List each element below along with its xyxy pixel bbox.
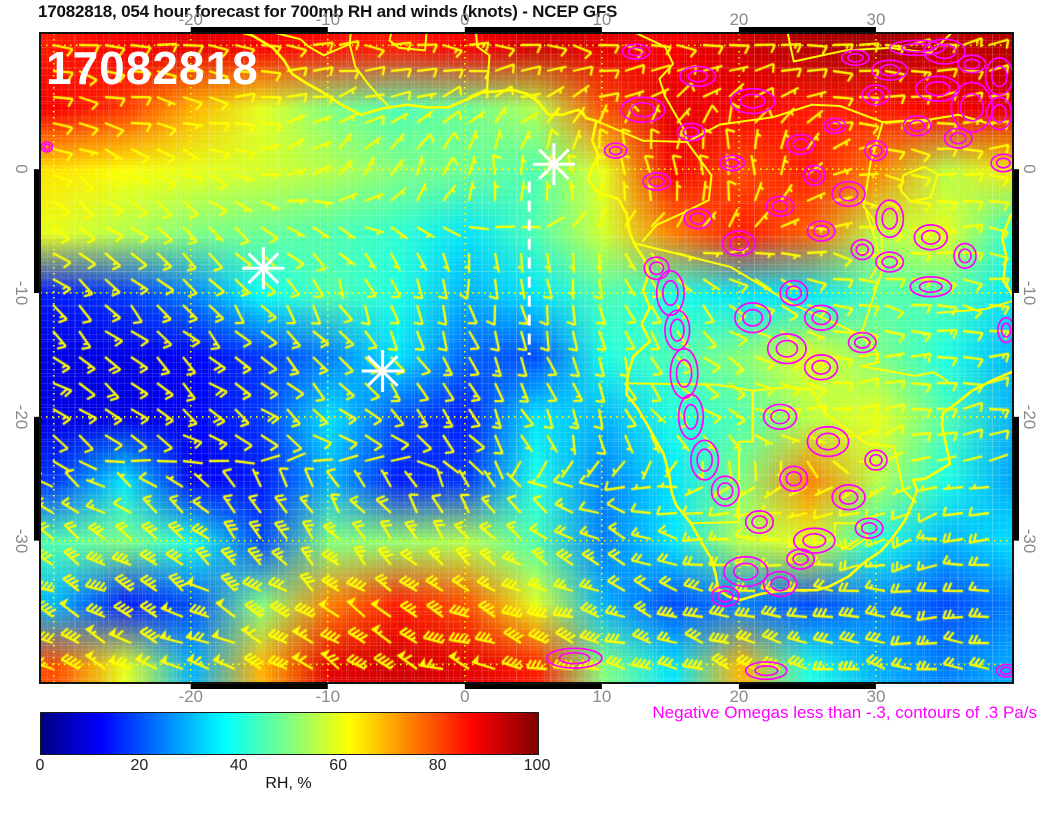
frame-band-right [1014, 416, 1019, 541]
x-axis-tick-label-bottom: 10 [592, 687, 612, 706]
colorbar-tick-label: 60 [329, 757, 348, 774]
frame-band-top [738, 27, 876, 32]
colorbar-tick-label: 0 [35, 757, 45, 774]
x-axis-tick-label-top: 0 [460, 10, 470, 29]
frame-band-left [34, 416, 39, 541]
y-axis-tick-label-left: -10 [12, 280, 31, 306]
frame-band-left [34, 169, 39, 293]
colorbar-tick-label: 80 [428, 757, 447, 774]
colorbar-gradient [40, 712, 539, 755]
x-axis-tick-label-bottom: -20 [178, 687, 204, 706]
frame-band-top [464, 27, 602, 32]
run-date-label: 17082818 [46, 42, 259, 94]
x-axis-tick-label-bottom: -10 [315, 687, 341, 706]
x-axis-tick-label-bottom: 20 [729, 687, 749, 706]
x-axis-tick-label-top: 30 [866, 10, 886, 29]
frame-band-bottom [738, 684, 876, 689]
colorbar-tick-label: 40 [229, 757, 248, 774]
y-axis-tick-label-left: -20 [12, 404, 31, 430]
x-axis-tick-label-top: -20 [178, 10, 204, 29]
y-axis-tick-label-right: -30 [1020, 528, 1039, 553]
y-axis-tick-label-left: -30 [12, 528, 31, 553]
x-axis-tick-label-top: 10 [592, 10, 612, 29]
frame-band-bottom [190, 684, 328, 689]
x-axis-tick-label-bottom: 0 [460, 687, 470, 706]
x-axis-tick-label-top: -10 [315, 10, 341, 29]
frame-band-right [1014, 169, 1019, 293]
colorbar-tick-label: 20 [130, 757, 149, 774]
page-title: 17082818, 054 hour forecast for 700mb RH… [38, 2, 618, 21]
wind-barbs-canvas [40, 33, 1013, 683]
colorbar-label: RH, % [265, 775, 312, 792]
y-axis-tick-label-right: -10 [1020, 280, 1039, 306]
frame-band-bottom [464, 684, 602, 689]
y-axis-tick-label-right: -20 [1020, 404, 1039, 430]
map-plot-area: 17082818 [34, 27, 1019, 689]
y-axis-tick-label-left: 0 [12, 164, 31, 174]
y-axis-tick-label-right: 0 [1020, 164, 1039, 174]
x-axis-tick-label-bottom: 30 [866, 687, 886, 706]
omega-annotation: Negative Omegas less than -.3, contours … [652, 703, 1037, 722]
colorbar-tick-label: 100 [523, 757, 551, 774]
x-axis-tick-label-top: 20 [729, 10, 749, 29]
frame-band-top [190, 27, 328, 32]
